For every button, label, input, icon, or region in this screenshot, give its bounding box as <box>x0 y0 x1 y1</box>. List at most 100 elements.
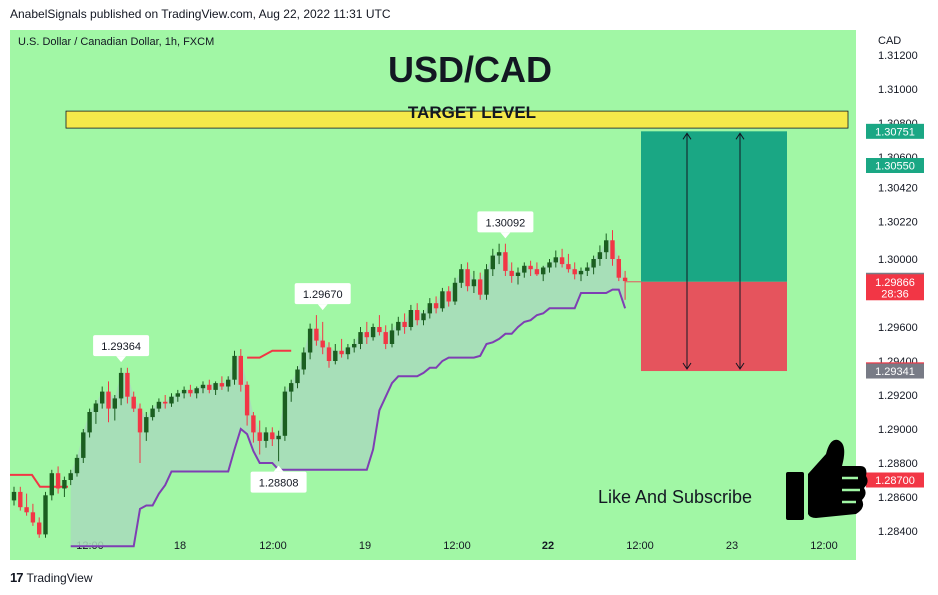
candle[interactable] <box>622 277 628 282</box>
candle[interactable] <box>339 350 344 355</box>
candle[interactable] <box>616 259 621 278</box>
candle[interactable] <box>150 408 155 418</box>
candle[interactable] <box>169 396 174 404</box>
candle[interactable] <box>471 279 477 287</box>
candle[interactable] <box>244 384 250 416</box>
candle[interactable] <box>484 269 489 295</box>
candle[interactable] <box>440 291 445 309</box>
candle[interactable] <box>427 303 432 314</box>
candle[interactable] <box>597 252 603 259</box>
candle[interactable] <box>578 270 584 275</box>
candle[interactable] <box>207 384 212 390</box>
candle[interactable] <box>396 321 401 331</box>
candle[interactable] <box>263 432 269 441</box>
candle[interactable] <box>515 272 521 276</box>
candle[interactable] <box>610 240 615 259</box>
candle[interactable] <box>496 252 502 256</box>
candle[interactable] <box>238 355 243 385</box>
candle[interactable] <box>478 279 483 295</box>
target-level-band[interactable] <box>65 110 849 129</box>
candle[interactable] <box>219 383 225 387</box>
candle[interactable] <box>585 267 590 271</box>
candle[interactable] <box>188 389 193 394</box>
candle[interactable] <box>125 372 130 397</box>
candle[interactable] <box>421 313 426 321</box>
candle[interactable] <box>276 435 281 440</box>
candle[interactable] <box>74 457 80 474</box>
candle[interactable] <box>465 269 470 287</box>
candle[interactable] <box>257 432 262 441</box>
candle[interactable] <box>18 491 23 508</box>
candle[interactable] <box>415 310 420 321</box>
candle[interactable] <box>452 282 458 302</box>
candle[interactable] <box>251 415 256 433</box>
candle[interactable] <box>232 355 237 380</box>
candle[interactable] <box>446 291 451 302</box>
candle[interactable] <box>370 327 376 338</box>
candle[interactable] <box>553 257 558 263</box>
thumbs-up-icon[interactable] <box>786 439 868 520</box>
profit-zone[interactable] <box>641 131 787 282</box>
candle[interactable] <box>49 473 54 496</box>
candle[interactable] <box>604 240 609 253</box>
candle[interactable] <box>62 480 67 489</box>
footer-brand[interactable]: 17 TradingView <box>10 570 93 585</box>
candle[interactable] <box>175 393 180 397</box>
candle[interactable] <box>522 265 527 273</box>
candle[interactable] <box>364 332 369 338</box>
candle[interactable] <box>389 330 395 344</box>
candle[interactable] <box>55 473 61 489</box>
candle[interactable] <box>37 522 42 535</box>
candle[interactable] <box>200 384 206 389</box>
candle[interactable] <box>402 321 407 327</box>
candle[interactable] <box>24 507 29 513</box>
candle[interactable] <box>541 267 546 275</box>
candle[interactable] <box>144 417 149 433</box>
candle[interactable] <box>118 372 124 399</box>
candle[interactable] <box>307 328 313 353</box>
candle[interactable] <box>352 344 357 348</box>
candle[interactable] <box>156 401 162 409</box>
candle[interactable] <box>112 398 117 409</box>
candle[interactable] <box>226 379 231 387</box>
candle[interactable] <box>333 350 338 361</box>
candle[interactable] <box>137 408 143 433</box>
candle[interactable] <box>408 310 414 327</box>
candle[interactable] <box>566 264 571 270</box>
candle[interactable] <box>314 328 319 341</box>
candle[interactable] <box>509 270 514 276</box>
loss-zone[interactable] <box>641 281 787 372</box>
candle[interactable] <box>81 432 86 458</box>
candle[interactable] <box>270 432 275 440</box>
candle[interactable] <box>459 269 464 283</box>
candle[interactable] <box>301 352 306 370</box>
candle[interactable] <box>106 391 111 409</box>
candle[interactable] <box>43 495 48 535</box>
candle[interactable] <box>131 396 136 409</box>
candle[interactable] <box>559 257 565 265</box>
candle[interactable] <box>534 269 540 275</box>
candle[interactable] <box>194 388 199 394</box>
candle[interactable] <box>30 512 36 523</box>
candle[interactable] <box>87 412 92 433</box>
candle[interactable] <box>68 473 73 480</box>
candle[interactable] <box>181 389 187 394</box>
candle[interactable] <box>433 303 439 309</box>
candle[interactable] <box>320 340 325 348</box>
candle[interactable] <box>528 265 533 270</box>
candle[interactable] <box>377 327 382 333</box>
candle[interactable] <box>289 383 294 392</box>
candle[interactable] <box>503 252 508 271</box>
candle[interactable] <box>358 332 363 344</box>
candle[interactable] <box>326 347 332 361</box>
candle[interactable] <box>591 259 596 268</box>
candle[interactable] <box>100 391 105 404</box>
candle[interactable] <box>547 262 552 268</box>
candle[interactable] <box>11 491 17 501</box>
candle[interactable] <box>345 347 351 355</box>
candle[interactable] <box>282 391 288 436</box>
candle[interactable] <box>490 255 495 270</box>
candle[interactable] <box>383 332 388 344</box>
candle[interactable] <box>295 369 300 384</box>
